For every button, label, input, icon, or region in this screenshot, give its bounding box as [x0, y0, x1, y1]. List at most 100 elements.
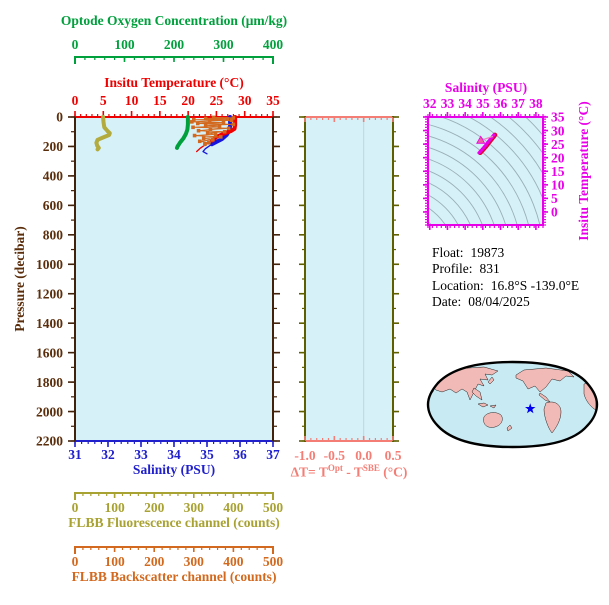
fluorescence-axis-title: FLBB Fluorescence channel (counts): [68, 515, 280, 530]
world-map: [426, 360, 599, 449]
salinity-axis-title: Salinity (PSU): [132, 462, 216, 477]
tick-label: 35: [551, 110, 565, 125]
tick-label: 100: [104, 500, 125, 515]
backscatter-marker: [225, 117, 230, 121]
backscatter-marker: [229, 118, 234, 123]
backscatter-marker: [192, 117, 196, 122]
location-value: 16.8°S -139.0°E: [490, 277, 580, 293]
tick-label: 32: [423, 96, 437, 111]
tick-label: 0.5: [385, 448, 402, 463]
tick-label: -0.5: [324, 448, 346, 463]
backscatter-marker: [203, 142, 207, 147]
tick-label: 300: [184, 554, 205, 569]
tick-label: 2200: [36, 434, 63, 449]
tick-label: 400: [223, 554, 244, 569]
map-landmass: [471, 387, 483, 401]
tick-label: 36: [494, 96, 508, 111]
tick-label: 500: [263, 500, 284, 515]
tick-label: 0: [72, 37, 79, 52]
delta-t-label-post: (°C): [379, 464, 408, 480]
backscatter-marker: [201, 136, 206, 141]
tick-label: 32: [101, 447, 115, 462]
backscatter-marker: [190, 120, 194, 124]
temperature-axis-title: Insitu Temperature (°C): [104, 75, 244, 90]
backscatter-marker: [221, 120, 226, 125]
backscatter-marker: [191, 125, 195, 130]
date-label: Date:: [432, 294, 462, 310]
tick-label: 5: [100, 93, 107, 108]
tick-label: 800: [43, 228, 64, 243]
tick-label: 33: [441, 96, 455, 111]
tick-label: 400: [263, 37, 284, 52]
map-landmass: [543, 401, 562, 434]
tick-label: 100: [114, 37, 135, 52]
backscatter-marker: [211, 138, 215, 142]
tick-label: 30: [238, 93, 252, 108]
map-landmass: [538, 392, 551, 403]
profile-info-line: Profile: 831: [432, 261, 579, 277]
tick-label: 37: [266, 447, 280, 462]
ts-surface-marker: [476, 135, 486, 144]
profile-label: Profile:: [432, 261, 473, 277]
tick-label: 500: [263, 554, 284, 569]
tick-label: 1800: [36, 375, 63, 390]
tick-label: 300: [213, 37, 234, 52]
float-location-star: [525, 403, 536, 414]
tick-label: 10: [125, 93, 139, 108]
backscatter-marker: [207, 140, 211, 145]
tick-label: 0: [72, 500, 79, 515]
backscatter-marker: [203, 123, 208, 128]
tick-label: 1200: [36, 286, 63, 301]
backscatter-marker: [218, 135, 223, 139]
tick-label: 200: [144, 554, 165, 569]
oxygen-axis-title: Optode Oxygen Concentration (μm/kg): [60, 13, 288, 28]
tick-label: 200: [43, 139, 64, 154]
tick-label: 15: [551, 164, 565, 179]
tick-label: 0: [72, 554, 79, 569]
optode-oxygen-curve: [175, 115, 190, 150]
tick-label: 0: [551, 205, 558, 220]
tick-label: 36: [233, 447, 247, 462]
backscatter-axis-title: FLBB Backscatter channel (counts): [71, 569, 277, 584]
tick-label: 35: [476, 96, 490, 111]
backscatter-marker: [231, 122, 236, 127]
tick-label: 200: [164, 37, 185, 52]
map-landmass: [487, 376, 495, 385]
backscatter-marker: [207, 119, 212, 123]
ts-salinity-axis-title: Salinity (PSU): [444, 80, 528, 95]
delta-t-label-sup2: SBE: [362, 463, 380, 473]
tick-label: 25: [551, 137, 565, 152]
delta-t-label-mid: - T: [342, 464, 363, 480]
tick-label: 0: [72, 93, 79, 108]
tick-label: 30: [551, 123, 565, 138]
oxygen-floating-axis: 0 100 200 300 400: [72, 37, 284, 64]
fluorescence-floating-axis: 0 100 200 300 400 500: [72, 492, 284, 515]
map-outline: [426, 360, 599, 449]
delta-t-label-pre: ΔT= T: [290, 464, 328, 480]
float-label: Float:: [432, 245, 464, 260]
tick-label: 0: [56, 110, 63, 125]
map-landmass: [477, 402, 489, 408]
location-info-line: Location: 16.8°S -139.0°E: [432, 278, 579, 294]
tick-label: 31: [68, 447, 82, 462]
delta-t-background: [305, 117, 393, 441]
delta-t-panel: -1.0 -0.5 0.0 0.5: [294, 116, 402, 463]
tick-label: 20: [551, 150, 565, 165]
tick-label: 2000: [36, 404, 63, 419]
tick-label: 300: [184, 500, 205, 515]
map-landmass: [585, 371, 597, 381]
tick-label: 1600: [36, 345, 63, 360]
tick-label: 33: [134, 447, 148, 462]
profile-series: [94, 115, 238, 155]
map-land-group: [428, 364, 597, 434]
location-label: Location:: [432, 277, 484, 293]
backscatter-marker: [208, 127, 213, 132]
map-landmass: [515, 367, 575, 393]
float-info-block: Float: 19873 Profile: 831 Location: 16.8°S …: [432, 245, 579, 311]
float-value: 19873: [470, 245, 505, 260]
date-value: 08/04/2025: [468, 294, 530, 310]
backscatter-marker: [231, 116, 236, 120]
backscatter-marker: [213, 132, 218, 137]
